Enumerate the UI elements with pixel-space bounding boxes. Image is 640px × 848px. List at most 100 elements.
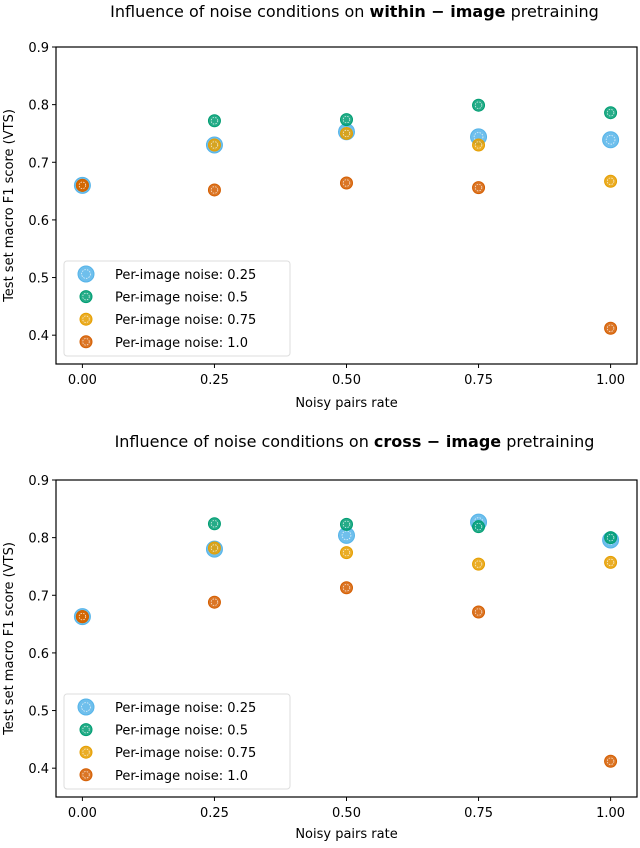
x-tick-label: 0.00	[68, 806, 97, 821]
x-tick-label: 0.75	[464, 806, 493, 821]
legend-marker	[77, 265, 95, 283]
legend-label: Per-image noise: 0.25	[115, 268, 256, 283]
data-point-marker-ring	[606, 558, 615, 567]
legend-marker-ring	[82, 771, 90, 779]
data-point-marker-ring	[342, 115, 351, 124]
data-point	[472, 605, 486, 619]
series-3	[75, 581, 618, 768]
data-point	[472, 138, 486, 152]
x-axis-label: Noisy pairs rate	[295, 827, 397, 842]
y-tick-label: 0.7	[28, 156, 49, 171]
legend-marker	[79, 312, 93, 326]
data-point	[207, 183, 221, 197]
data-point-marker-ring	[474, 560, 483, 568]
data-point	[340, 546, 353, 560]
y-tick-label: 0.8	[28, 532, 49, 547]
data-point-marker-ring	[210, 598, 219, 606]
data-point	[472, 520, 486, 534]
legend-label: Per-image noise: 1.0	[115, 336, 248, 351]
data-point	[340, 517, 353, 531]
chart-title-suffix: pretraining	[501, 432, 594, 451]
data-point	[340, 113, 353, 127]
legend-marker-ring	[82, 748, 90, 756]
y-tick-label: 0.4	[28, 329, 49, 344]
data-point	[604, 531, 618, 545]
legend-label: Per-image noise: 0.5	[115, 291, 248, 306]
data-point	[604, 754, 618, 768]
legend-marker	[79, 745, 93, 759]
chart-title-bold: within − image	[370, 2, 506, 21]
data-point	[604, 555, 618, 569]
chart-title-bold: cross − image	[374, 432, 501, 451]
chart-title-prefix: Influence of noise conditions on	[110, 2, 369, 21]
legend-marker-ring	[82, 725, 90, 734]
x-tick-label: 1.00	[596, 806, 625, 821]
chart-title: Influence of noise conditions on within …	[110, 2, 599, 21]
data-point	[604, 106, 618, 120]
data-point-marker-ring	[474, 608, 483, 616]
x-tick-label: 0.75	[464, 373, 493, 388]
data-point	[340, 176, 353, 190]
y-tick-label: 0.7	[28, 589, 49, 604]
legend-marker	[79, 768, 93, 782]
data-point-marker-ring	[210, 117, 219, 125]
data-point	[207, 138, 221, 152]
data-point	[207, 517, 221, 531]
chart-panel-0: Influence of noise conditions on within …	[2, 2, 638, 411]
data-point	[604, 174, 618, 188]
data-point	[604, 321, 618, 335]
legend-label: Per-image noise: 1.0	[115, 769, 248, 784]
chart-title-suffix: pretraining	[506, 2, 599, 21]
data-point-marker-ring	[606, 324, 615, 332]
legend-marker	[79, 335, 93, 349]
data-point	[75, 610, 89, 624]
data-point-marker-ring	[342, 520, 351, 529]
data-point-marker-ring	[78, 181, 87, 190]
legend-label: Per-image noise: 0.75	[115, 313, 256, 328]
legend: Per-image noise: 0.25 Per-image noise: 0.…	[63, 693, 291, 790]
data-point-marker-ring	[342, 584, 351, 592]
y-tick-label: 0.9	[28, 474, 49, 489]
data-point	[75, 178, 89, 192]
data-point	[602, 131, 620, 149]
legend-marker	[77, 698, 95, 716]
data-point-marker-ring	[342, 129, 351, 138]
legend-box	[63, 693, 291, 790]
data-point-marker-ring	[342, 179, 351, 187]
data-point-marker-ring	[78, 612, 87, 621]
data-point-marker-ring	[606, 177, 615, 185]
data-point-marker-ring	[606, 757, 615, 765]
y-tick-label: 0.6	[28, 647, 49, 662]
legend: Per-image noise: 0.25 Per-image noise: 0.…	[63, 260, 291, 357]
data-point-marker-ring	[474, 101, 483, 109]
data-point-marker-ring	[474, 183, 483, 192]
y-axis-label: Test set macro F1 score (VTS)	[2, 109, 17, 303]
y-tick-label: 0.8	[28, 99, 49, 114]
x-tick-label: 0.25	[200, 373, 229, 388]
legend-marker-ring	[82, 338, 90, 346]
data-point-marker-ring	[474, 141, 483, 149]
y-axis-label: Test set macro F1 score (VTS)	[2, 542, 17, 736]
x-tick-label: 0.50	[332, 373, 361, 388]
data-point-marker-ring	[606, 109, 615, 117]
legend-label: Per-image noise: 0.25	[115, 701, 256, 716]
data-point-marker-ring	[210, 520, 219, 528]
data-point	[472, 557, 486, 571]
legend-marker-ring	[81, 269, 91, 279]
data-point	[207, 114, 221, 128]
data-point-marker-ring	[474, 522, 483, 531]
data-point-marker-ring	[342, 548, 351, 557]
series-3	[75, 176, 618, 335]
y-tick-label: 0.5	[28, 272, 49, 287]
y-tick-label: 0.5	[28, 705, 49, 720]
x-tick-label: 1.00	[596, 373, 625, 388]
x-axis-label: Noisy pairs rate	[295, 396, 397, 411]
y-tick-label: 0.6	[28, 214, 49, 229]
data-point-marker-ring	[210, 141, 219, 149]
legend-marker	[79, 290, 93, 304]
legend-marker-ring	[82, 292, 90, 301]
legend-marker	[79, 723, 93, 737]
legend-box	[63, 260, 291, 357]
legend-label: Per-image noise: 0.5	[115, 724, 248, 739]
